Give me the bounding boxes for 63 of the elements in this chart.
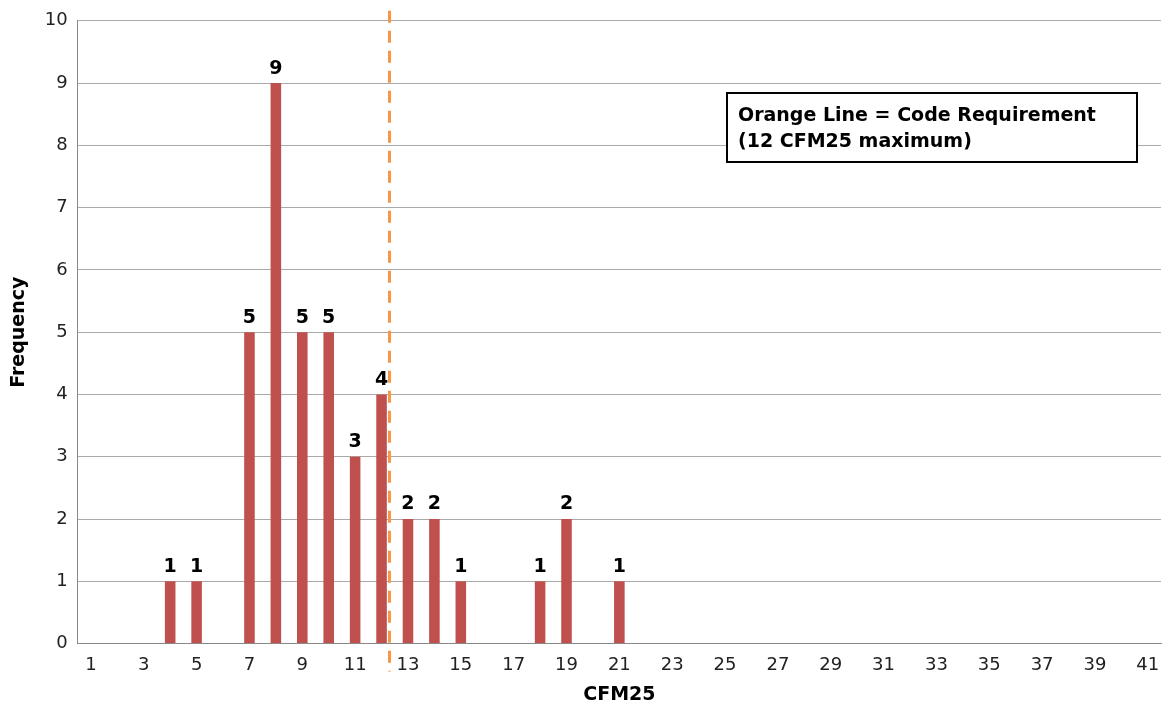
data-label: 2	[427, 491, 442, 514]
x-tick-label: 17	[502, 653, 526, 675]
x-tick-label: 33	[924, 653, 948, 675]
x-tick-label: 5	[190, 653, 203, 675]
y-tick-label: 8	[56, 133, 68, 155]
data-label: 1	[612, 553, 626, 576]
x-tick-label: 9	[296, 653, 309, 675]
annotation: Orange Line = Code Requirement (12 CFM25 maximum)	[726, 92, 1138, 164]
data-label: 1	[189, 553, 204, 576]
x-tick-label: 7	[243, 653, 256, 675]
x-tick-label: 27	[766, 653, 790, 675]
bar	[297, 332, 308, 644]
bar	[270, 83, 282, 644]
bar	[561, 519, 572, 644]
data-label: 1	[454, 553, 468, 576]
y-tick-label: 0	[56, 631, 68, 653]
x-tick-label: 31	[872, 653, 896, 675]
data-label: 3	[348, 429, 362, 452]
data-label: 2	[559, 491, 574, 514]
x-tick-label: 15	[449, 653, 473, 675]
x-tick-label: 35	[977, 653, 1001, 675]
x-axis-title: CFM25	[583, 681, 656, 704]
x-tick-label: 21	[607, 653, 631, 675]
data-label: 4	[374, 366, 389, 389]
y-tick-label: 7	[56, 195, 68, 217]
y-tick-label: 6	[56, 257, 68, 279]
y-tick-label: 4	[56, 382, 68, 404]
y-tick-label: 1	[56, 568, 68, 590]
x-tick-label: 11	[343, 653, 367, 675]
data-label: 1	[163, 553, 177, 576]
x-tick-label: 37	[1030, 653, 1054, 675]
x-tick-label: 1	[85, 653, 97, 675]
bar	[244, 332, 255, 644]
x-tick-label: 39	[1083, 653, 1107, 675]
data-label: 5	[295, 304, 309, 327]
data-label: 9	[269, 55, 283, 78]
bar	[191, 581, 202, 644]
y-tick-label: 5	[56, 319, 68, 341]
bar	[429, 519, 440, 644]
bar	[349, 456, 361, 644]
x-tick-label: 25	[713, 653, 737, 675]
y-tick-label: 9	[56, 70, 68, 92]
bar	[164, 581, 176, 644]
bar	[455, 581, 467, 644]
bar	[534, 581, 546, 644]
y-tick-label: 3	[56, 444, 68, 466]
y-tick-label: 10	[44, 8, 68, 30]
x-tick-label: 41	[1136, 653, 1160, 675]
bar	[402, 519, 414, 644]
bar	[376, 394, 387, 644]
x-tick-label: 13	[396, 653, 420, 675]
x-tick-label: 29	[819, 653, 843, 675]
x-tick-label: 3	[138, 653, 150, 675]
data-label: 2	[401, 491, 415, 514]
bar	[614, 581, 625, 644]
data-label: 1	[533, 553, 547, 576]
bar	[323, 332, 334, 644]
x-tick-label: 19	[555, 653, 578, 675]
data-label: 5	[322, 304, 336, 327]
y-axis-title: Frequency	[6, 275, 29, 388]
y-tick-label: 2	[56, 506, 68, 528]
data-label: 5	[242, 304, 257, 327]
x-tick-label: 23	[660, 653, 684, 675]
